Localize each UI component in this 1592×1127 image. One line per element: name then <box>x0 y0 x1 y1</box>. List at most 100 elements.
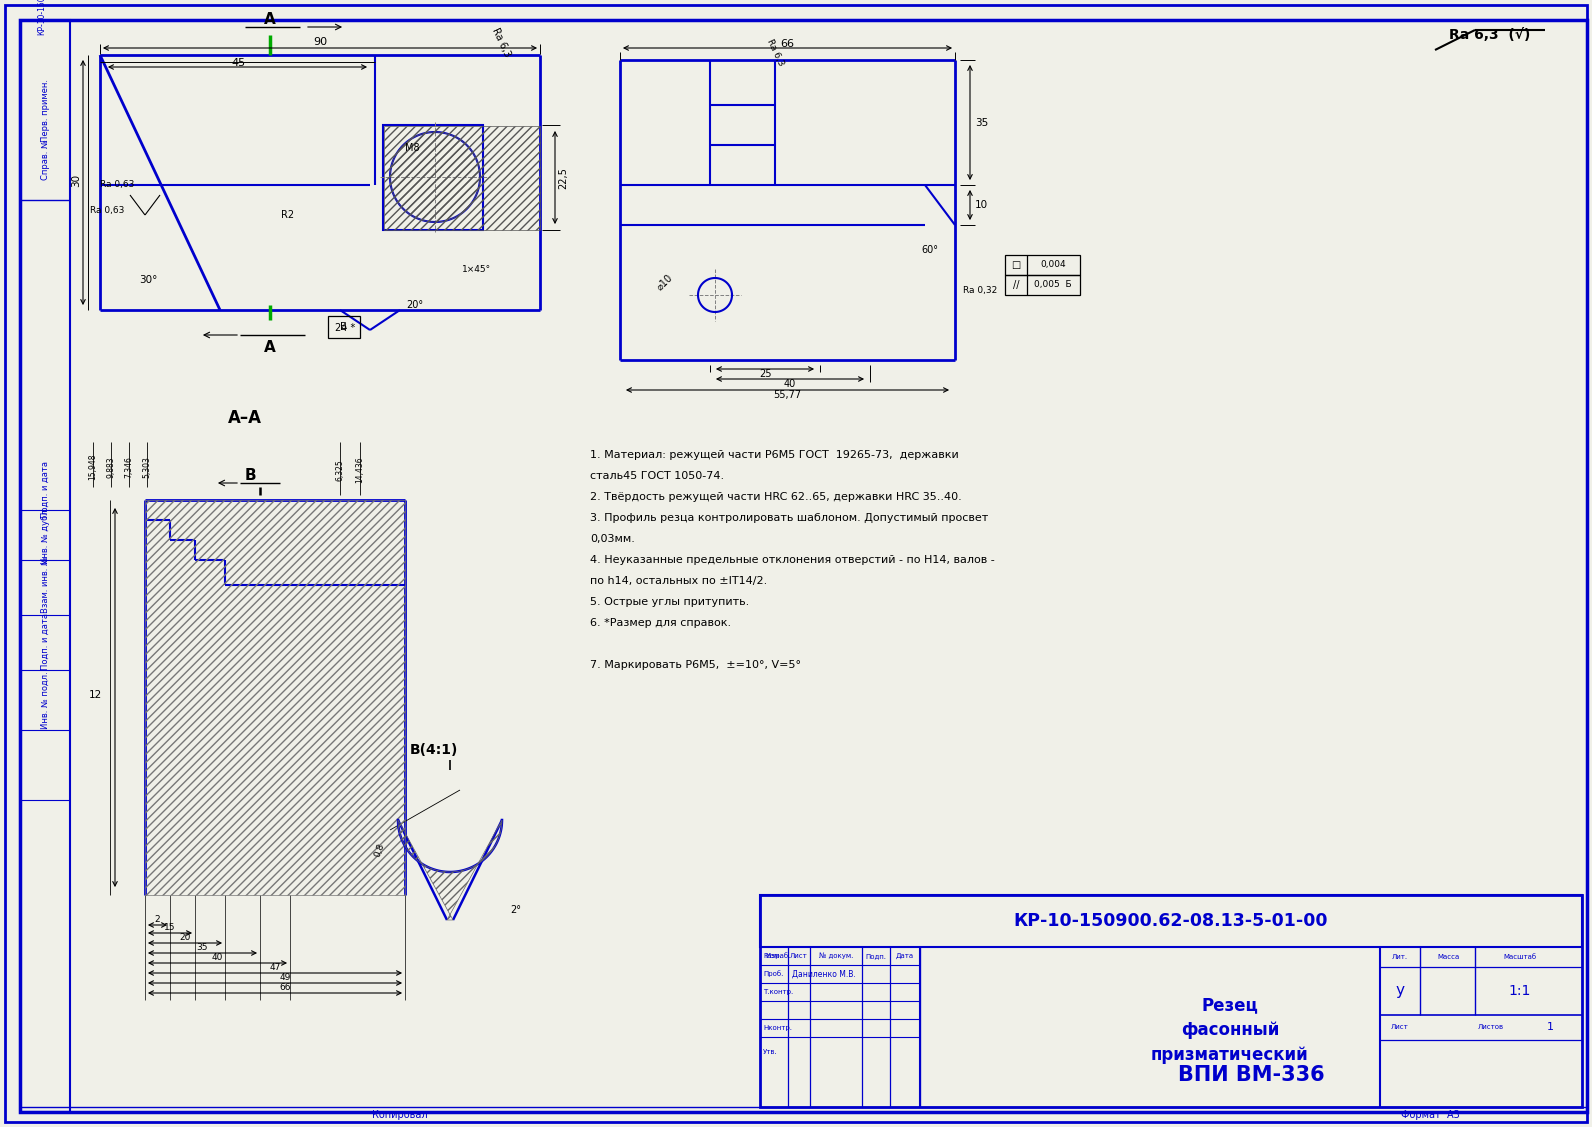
Text: 30: 30 <box>72 174 81 187</box>
Text: Ra 6,3  (√): Ra 6,3 (√) <box>1449 28 1530 42</box>
Text: 40: 40 <box>783 379 796 389</box>
Text: Ra 0,32: Ra 0,32 <box>963 285 997 294</box>
Text: 14,436: 14,436 <box>355 456 365 483</box>
Text: КР-10-150900.62-08.13-5-01-00: КР-10-150900.62-08.13-5-01-00 <box>1014 912 1328 930</box>
Text: 30°: 30° <box>139 275 158 285</box>
Text: призматический: призматический <box>1151 1046 1309 1064</box>
Text: 40: 40 <box>212 953 223 962</box>
Text: Утв.: Утв. <box>763 1049 778 1055</box>
Text: Ra 6,3: Ra 6,3 <box>490 26 513 59</box>
Text: 60°: 60° <box>922 245 939 255</box>
Text: Лист: Лист <box>1391 1024 1409 1030</box>
Text: 0,004: 0,004 <box>1040 260 1065 269</box>
Text: ⌀10: ⌀10 <box>654 272 675 292</box>
Text: 0,005  Б: 0,005 Б <box>1035 281 1071 290</box>
Text: 15,948: 15,948 <box>89 454 97 480</box>
Text: Изм.: Изм. <box>766 953 782 959</box>
Text: по h14, остальных по ±IT14/2.: по h14, остальных по ±IT14/2. <box>591 576 767 586</box>
Text: 5. Острые углы притупить.: 5. Острые углы притупить. <box>591 597 750 607</box>
Text: Подп. и дата: Подп. и дата <box>40 461 49 518</box>
Text: Инв. № дубл.: Инв. № дубл. <box>40 506 49 564</box>
Text: Масштаб: Масштаб <box>1503 953 1536 960</box>
Text: В(4:1): В(4:1) <box>411 743 458 757</box>
Text: 7,346: 7,346 <box>124 456 134 478</box>
Text: 1×45°: 1×45° <box>462 266 492 275</box>
Text: Ra 0,63: Ra 0,63 <box>91 205 124 214</box>
Text: 25: 25 <box>759 369 771 379</box>
Text: Даниленко М.В.: Даниленко М.В. <box>791 969 856 978</box>
Text: ВПИ ВМ-336: ВПИ ВМ-336 <box>1178 1065 1325 1085</box>
Text: А: А <box>264 340 275 355</box>
Text: 2: 2 <box>154 915 159 924</box>
Text: 20: 20 <box>180 933 191 942</box>
Text: Б: Б <box>341 322 347 332</box>
Text: 55,77: 55,77 <box>774 390 801 400</box>
Text: 10: 10 <box>974 199 989 210</box>
Text: Копировал: Копировал <box>373 1110 428 1120</box>
Text: Справ. №: Справ. № <box>40 140 49 180</box>
Text: Масса: Масса <box>1438 953 1460 960</box>
Text: А: А <box>264 12 275 27</box>
Text: //: // <box>1013 279 1019 290</box>
Text: Ra 6,3: Ra 6,3 <box>764 37 785 66</box>
Text: 0,03мм.: 0,03мм. <box>591 534 635 544</box>
Text: 47: 47 <box>269 964 280 973</box>
Bar <box>1005 275 1079 295</box>
Text: Перв. примен.: Перв. примен. <box>40 79 49 142</box>
Text: R2: R2 <box>282 210 295 220</box>
Text: Подп.: Подп. <box>866 953 887 959</box>
Text: сталь45 ГОСТ 1050-74.: сталь45 ГОСТ 1050-74. <box>591 471 724 481</box>
Text: Ra 0,63: Ra 0,63 <box>100 180 134 189</box>
Text: 9,883: 9,883 <box>107 456 116 478</box>
Text: 2°: 2° <box>509 905 521 915</box>
Text: Формат  А3: Формат А3 <box>1401 1110 1460 1120</box>
Text: Нконтр.: Нконтр. <box>763 1024 791 1031</box>
Text: 1. Материал: режущей части Р6М5 ГОСТ  19265-73,  державки: 1. Материал: режущей части Р6М5 ГОСТ 192… <box>591 450 958 460</box>
Text: 15: 15 <box>164 923 175 932</box>
Text: Проб.: Проб. <box>763 970 783 977</box>
Text: фасонный: фасонный <box>1181 1021 1280 1039</box>
Text: № докум.: № докум. <box>818 952 853 959</box>
Text: 24 *: 24 * <box>334 323 355 332</box>
Text: 20°: 20° <box>406 300 423 310</box>
Text: 45: 45 <box>231 57 245 68</box>
Text: у: у <box>1396 984 1404 999</box>
Text: 12: 12 <box>89 690 102 700</box>
Text: 5,303: 5,303 <box>143 456 151 478</box>
Text: 22,5: 22,5 <box>559 167 568 189</box>
Bar <box>21 20 70 1112</box>
Text: В: В <box>244 468 256 482</box>
Text: 2. Твёрдость режущей части HRC 62..65, державки HRC 35..40.: 2. Твёрдость режущей части HRC 62..65, д… <box>591 492 962 502</box>
Bar <box>328 316 360 338</box>
Text: 6. *Размер для справок.: 6. *Размер для справок. <box>591 618 731 628</box>
Text: Лит.: Лит. <box>1391 953 1407 960</box>
Text: 90: 90 <box>314 37 326 47</box>
Text: Инв. № подл.: Инв. № подл. <box>40 671 49 729</box>
Text: КР-10-150900.62-08.13-5-01-00: КР-10-150900.62-08.13-5-01-00 <box>38 0 46 35</box>
Bar <box>1005 255 1079 275</box>
Text: А–А: А–А <box>228 409 263 427</box>
Text: Подп. и дата: Подп. и дата <box>40 613 49 671</box>
Bar <box>759 895 1582 1107</box>
Text: 49: 49 <box>279 974 291 983</box>
Text: Резец: Резец <box>1202 996 1258 1014</box>
Text: Т.контр.: Т.контр. <box>763 990 793 995</box>
Text: Лист: Лист <box>790 953 807 959</box>
Text: 1: 1 <box>1546 1022 1554 1032</box>
Text: 35: 35 <box>974 118 989 128</box>
Text: 6,325: 6,325 <box>336 459 344 481</box>
Text: 1:1: 1:1 <box>1509 984 1532 999</box>
Text: Разраб.: Разраб. <box>763 952 790 959</box>
Bar <box>759 895 1582 947</box>
Text: 3. Профиль резца контролировать шаблоном. Допустимый просвет: 3. Профиль резца контролировать шаблоном… <box>591 513 989 523</box>
Text: 35: 35 <box>196 943 207 952</box>
Text: 66: 66 <box>279 984 291 993</box>
Text: 66: 66 <box>780 39 794 48</box>
Text: 0,8: 0,8 <box>374 842 387 859</box>
Text: □: □ <box>1011 260 1020 270</box>
Text: Листов: Листов <box>1477 1024 1504 1030</box>
Bar <box>384 125 482 230</box>
Text: 7. Маркировать Р6М5,  ±=10°, V=5°: 7. Маркировать Р6М5, ±=10°, V=5° <box>591 660 801 669</box>
Text: Взам. инв. №: Взам. инв. № <box>40 557 49 613</box>
Text: М8: М8 <box>404 143 419 153</box>
